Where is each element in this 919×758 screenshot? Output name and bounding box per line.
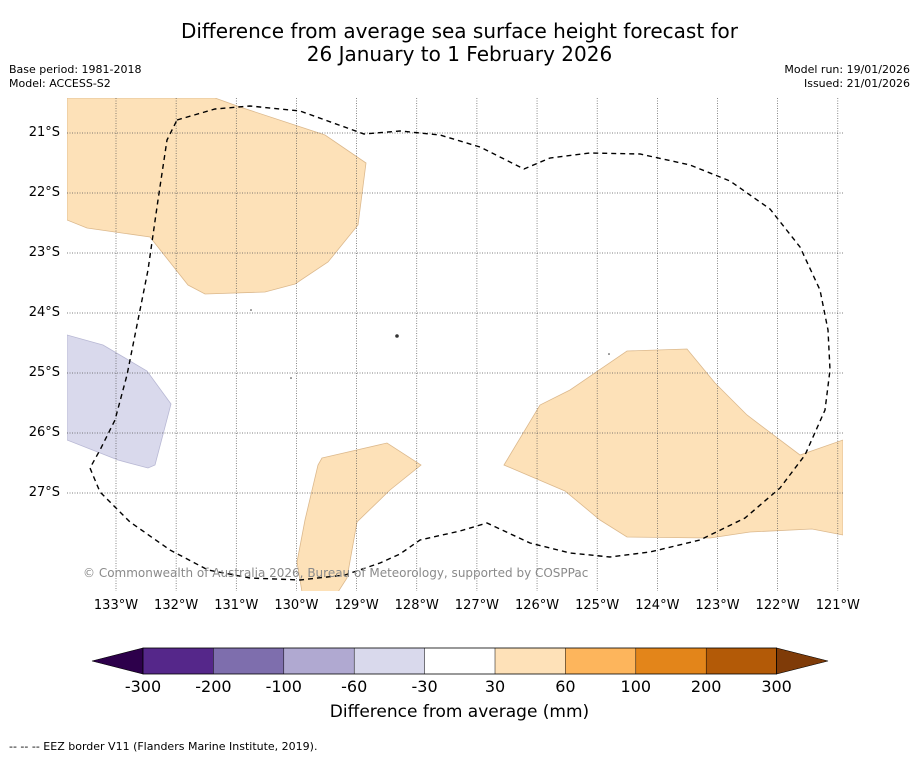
colorbar-tick-label: -200: [195, 677, 232, 696]
latitude-label: 22°S: [28, 185, 60, 200]
copyright-text: © Commonwealth of Australia 2026, Bureau…: [83, 566, 588, 580]
longitude-label: 131°W: [214, 598, 259, 613]
anomaly-region-south-central: [296, 442, 422, 591]
longitude-label: 125°W: [575, 598, 620, 613]
colorbar-tick-label: -60: [341, 677, 368, 696]
colorbar-tick-label: -100: [265, 677, 302, 696]
colorbar-tick-label: 300: [761, 677, 792, 696]
colorbar-segment: [283, 648, 355, 674]
longitude-label: 121°W: [815, 598, 860, 613]
longitude-label: 122°W: [755, 598, 800, 613]
meta-left: Base period: 1981-2018 Model: ACCESS-S2: [9, 63, 141, 91]
latitude-label: 25°S: [28, 365, 60, 380]
colorbar-segment: [565, 648, 636, 674]
longitude-label: 132°W: [154, 598, 199, 613]
anomaly-region-west-negative: [67, 334, 172, 469]
colorbar-tick-label: 60: [555, 677, 576, 696]
colorbar-tick-label: -300: [124, 677, 162, 696]
meta-right: Model run: 19/01/2026 Issued: 21/01/2026: [784, 63, 910, 91]
issued-text: Issued: 21/01/2026: [803, 77, 910, 90]
longitude-label: 133°W: [93, 598, 139, 613]
colorbar-segment: [635, 648, 707, 674]
eez-border: [89, 105, 831, 581]
island-mark: [608, 353, 610, 355]
model-text: Model: ACCESS-S2: [9, 77, 111, 90]
colorbar-segment: [213, 648, 284, 674]
longitude-label: 128°W: [394, 598, 439, 613]
colorbar-title: Difference from average (mm): [329, 702, 590, 722]
island-mark: [395, 334, 399, 338]
colorbar-segment: [354, 648, 425, 674]
colorbar-outline: [142, 647, 777, 675]
map-title-line1: Difference from average sea surface heig…: [180, 19, 739, 43]
longitude-label: 123°W: [695, 598, 740, 613]
island-mark: [250, 309, 252, 311]
colorbar-segment: [143, 648, 214, 674]
latitude-label: 24°S: [28, 305, 60, 320]
base-period-text: Base period: 1981-2018: [9, 63, 142, 76]
latitude-label: 23°S: [28, 245, 60, 260]
colorbar-tick-label: 100: [620, 677, 652, 696]
longitude-label: 126°W: [514, 598, 560, 613]
colorbar-segment: [424, 648, 495, 674]
latitude-label: 26°S: [28, 425, 60, 440]
anomaly-region-north-west: [67, 98, 367, 295]
colorbar-under-arrow: [91, 647, 144, 675]
map-area: © Commonwealth of Australia 2026, Bureau…: [67, 98, 843, 591]
colorbar-over-arrow: [776, 647, 829, 675]
latitude-label: 21°S: [28, 125, 60, 140]
longitude-label: 127°W: [454, 598, 499, 613]
colorbar-segment: [706, 648, 777, 674]
longitude-label: 124°W: [635, 598, 680, 613]
latitude-label: 27°S: [28, 485, 60, 500]
colorbar-tick-label: -30: [411, 677, 438, 696]
map-title-line2: 26 January to 1 February 2026: [306, 42, 613, 66]
colorbar-segment: [495, 648, 566, 674]
colorbar-tick-label: 200: [690, 677, 722, 696]
colorbar: [91, 647, 829, 675]
anomaly-region-south-east: [503, 348, 843, 539]
eez-footnote: -- -- -- EEZ border V11 (Flanders Marine…: [9, 740, 318, 753]
colorbar-tick-label: 30: [484, 677, 506, 696]
longitude-label: 130°W: [274, 598, 319, 613]
longitude-label: 129°W: [334, 598, 379, 613]
model-run-text: Model run: 19/01/2026: [784, 63, 910, 76]
island-mark: [290, 377, 292, 379]
